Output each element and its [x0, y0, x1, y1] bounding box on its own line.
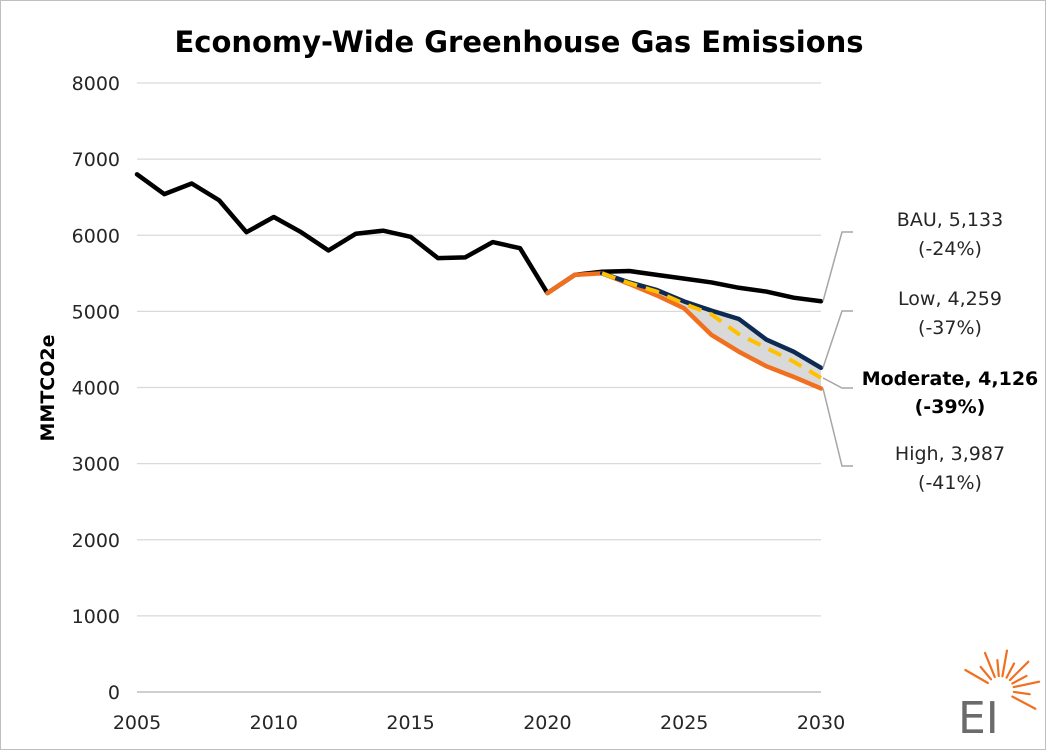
y-tick-label: 1000	[72, 606, 120, 628]
x-tick-label: 2025	[660, 712, 708, 734]
series-line-moderate	[601, 271, 823, 380]
sunburst-ray	[996, 659, 1000, 678]
callout-line1: High, 3,987	[895, 443, 1005, 465]
y-axis-label: MMTCO2e	[37, 335, 59, 442]
scenario-band	[602, 273, 821, 389]
ei-logo: EI	[958, 649, 1041, 744]
y-tick-label: 4000	[72, 378, 120, 400]
callout-line1: Moderate, 4,126	[862, 368, 1039, 390]
x-tick-label: 2030	[797, 712, 845, 734]
y-tick-label: 6000	[72, 225, 120, 247]
chart-title: Economy-Wide Greenhouse Gas Emissions	[174, 25, 863, 59]
sunburst-ray	[1011, 695, 1037, 710]
callouts: BAU, 5,133 (-24%) Low, 4,259 (-37%) Moderate…	[862, 209, 1039, 494]
series-line-high	[545, 271, 824, 391]
callout-line1: BAU, 5,133	[897, 209, 1003, 231]
callout-line2: (-24%)	[918, 238, 982, 260]
callout-line1: Low, 4,259	[898, 288, 1002, 310]
x-tick-label: 2010	[250, 712, 298, 734]
logo-text: EI	[958, 693, 999, 744]
x-tick-label: 2005	[113, 712, 161, 734]
series-line-bau	[134, 172, 824, 304]
callout-line2: (-37%)	[918, 317, 982, 339]
y-tick-label: 8000	[72, 73, 120, 95]
scenario-band-area	[602, 273, 821, 389]
series-lines	[134, 172, 824, 391]
sunburst-ray	[1011, 674, 1028, 685]
y-tick-label: 5000	[72, 301, 120, 323]
sunburst-ray	[1012, 690, 1031, 696]
callout-line2: (-41%)	[918, 472, 982, 494]
y-tick-label: 2000	[72, 530, 120, 552]
y-tick-label: 0	[108, 682, 120, 704]
gridlines	[137, 82, 821, 617]
leader-line	[822, 310, 853, 369]
sunburst-ray	[964, 668, 989, 685]
leader-line	[822, 377, 853, 389]
callout-line2: (-39%)	[915, 396, 986, 418]
y-tick-label: 3000	[72, 454, 120, 476]
x-tick-label: 2015	[386, 712, 434, 734]
callout-leaders	[822, 231, 853, 467]
sunburst-ray	[983, 651, 996, 679]
sunburst-icon	[964, 649, 1041, 710]
series-line-low	[599, 271, 824, 371]
axes: 0 1000 2000 3000 4000 5000 6000 7000 8000 2005 201…	[72, 73, 846, 734]
sunburst-ray	[1008, 660, 1030, 682]
x-tick-label: 2020	[523, 712, 571, 734]
sunburst-ray	[1005, 662, 1016, 679]
sunburst-ray	[1001, 649, 1009, 678]
sunburst-ray	[1012, 680, 1041, 689]
sunburst-ray	[979, 665, 993, 681]
leader-line	[822, 231, 853, 302]
leader-line	[822, 388, 853, 467]
y-tick-label: 7000	[72, 149, 120, 171]
